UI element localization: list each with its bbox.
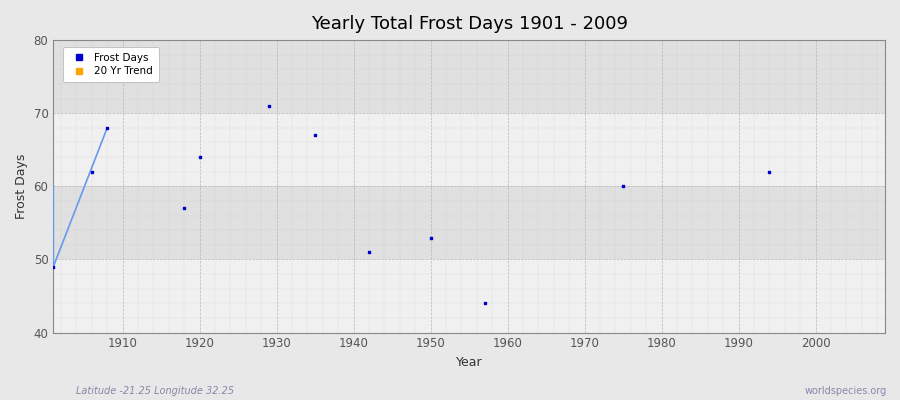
Point — [423, 234, 437, 241]
Point — [477, 300, 491, 306]
Title: Yearly Total Frost Days 1901 - 2009: Yearly Total Frost Days 1901 - 2009 — [310, 15, 627, 33]
Point — [616, 183, 630, 190]
X-axis label: Year: Year — [455, 356, 482, 369]
Point — [85, 168, 99, 175]
Point — [100, 125, 114, 131]
Bar — [53, 40, 885, 113]
Point — [193, 154, 207, 160]
Point — [177, 205, 192, 212]
Bar — [53, 260, 885, 332]
Point — [46, 264, 60, 270]
Point — [762, 168, 777, 175]
Text: Latitude -21.25 Longitude 32.25: Latitude -21.25 Longitude 32.25 — [76, 386, 235, 396]
Legend: Frost Days, 20 Yr Trend: Frost Days, 20 Yr Trend — [63, 47, 159, 82]
Point — [308, 132, 322, 138]
Y-axis label: Frost Days: Frost Days — [15, 154, 28, 219]
Bar — [53, 186, 885, 260]
Point — [262, 103, 276, 109]
Text: worldspecies.org: worldspecies.org — [805, 386, 886, 396]
Point — [362, 249, 376, 255]
Bar — [53, 113, 885, 186]
